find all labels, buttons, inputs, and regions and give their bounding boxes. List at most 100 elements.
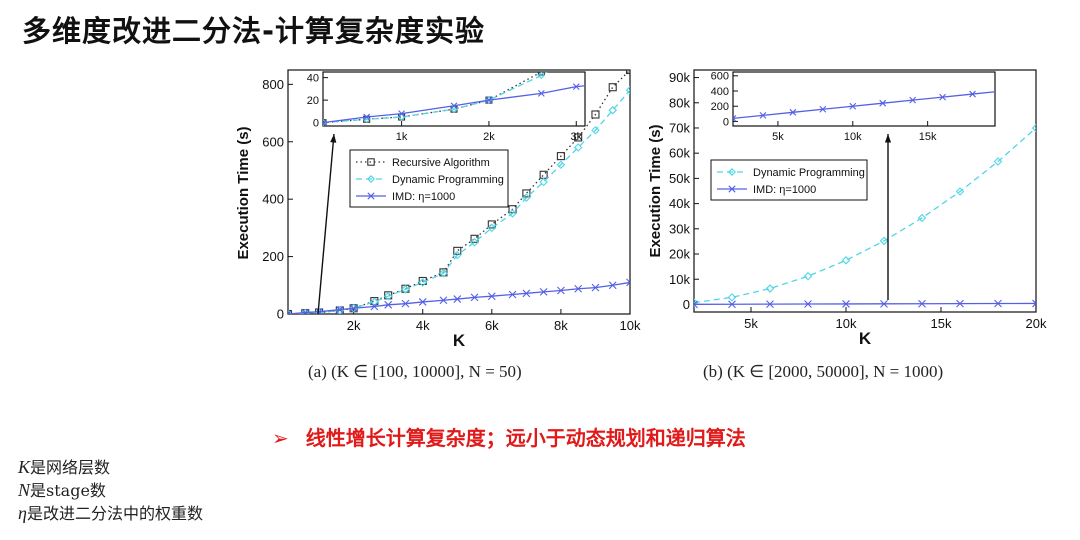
zoom-arrow-head [330,134,337,143]
data-point [349,303,358,313]
zoom-arrow [317,133,335,315]
data-point [522,193,531,203]
data-point [418,298,427,306]
data-point [301,308,310,314]
caption-a: (a) (K ∈ [100, 10000], N = 50) [308,362,522,381]
data-point [694,300,698,309]
y-tick-label: 400 [711,86,729,98]
data-point [557,286,565,295]
x-tick-label: 2k [483,131,495,143]
data-point [485,96,493,104]
data-point [880,299,888,308]
x-axis-label: K [859,329,872,348]
y-tick-label: 0 [683,297,690,312]
data-point [759,111,767,119]
y-tick-label: 40 [307,72,319,84]
data-point [439,268,448,277]
data-point [879,236,889,246]
data-point [288,310,292,314]
data-point [288,309,293,314]
data-point [470,237,479,247]
data-point [956,299,964,308]
data-point [453,295,462,303]
data-point [969,90,976,98]
data-point [315,307,323,314]
y-tick-label: 90k [669,70,690,85]
y-tick-label: 40k [669,196,690,211]
inset-frame [732,71,996,127]
data-point [608,281,617,290]
y-tick-label: 600 [711,71,729,83]
series-line [733,91,995,120]
data-point [626,278,630,287]
y-tick-label: 200 [262,249,284,264]
data-point [384,300,393,309]
data-point [470,293,479,302]
y-tick-label: 10k [669,272,690,287]
y-tick-label: 200 [711,101,729,113]
data-point [539,177,548,187]
x-tick-label: 1k [396,131,408,143]
legend-label: Recursive Algorithm [392,157,490,169]
data-point [485,96,493,104]
data-point [439,268,448,278]
x-tick-label: 4k [416,318,430,333]
zoom-arrow-head [884,134,892,143]
y-tick-label: 60k [669,146,690,161]
y-tick-label: 400 [262,192,284,207]
data-point [323,118,327,126]
data-point [349,304,358,313]
slide-title: 多维度改进二分法-计算复杂度实验 [22,14,486,48]
data-point [1032,299,1036,308]
legend-box [710,159,868,201]
series-line [694,302,1036,305]
x-tick-label: 6k [485,318,499,333]
x-tick-label: 10k [844,131,862,143]
data-point [608,105,618,115]
data-point [452,250,462,260]
y-tick-label: 600 [262,134,284,149]
x-tick-label: 15k [931,316,952,331]
data-point [572,83,580,91]
data-point [539,288,548,296]
data-point [608,83,617,92]
x-axis-label: K [453,331,466,350]
data-point [765,284,775,293]
note-row: η是改进二分法中的权重数 [18,503,203,523]
x-tick-label: 5k [772,131,784,143]
data-point [1031,123,1036,133]
data-point [789,108,797,116]
variable-notes: K是网络层数 N是stage数 η是改进二分法中的权重数 [18,456,203,525]
data-point [522,289,531,298]
data-point [487,220,496,229]
y-tick-label: 50k [669,171,690,186]
x-tick-label: 15k [919,131,937,143]
data-point [370,302,379,311]
data-point [367,192,375,200]
conclusion: ➢ 线性增长计算复杂度；远小于动态规划和递归算法 [272,422,746,451]
conclusion-text: 线性增长计算复杂度；远小于动态规划和递归算法 [305,426,746,450]
data-point [574,133,583,142]
y-tick-label: 20 [307,95,319,107]
series-line [323,72,543,124]
data-point [370,297,379,307]
data-point [384,291,393,300]
note-row: K是网络层数 [18,457,111,477]
data-point [487,223,497,233]
data-point [450,102,458,110]
data-point [733,115,737,122]
data-point [573,143,583,152]
data-point [367,158,375,166]
series-line [288,89,630,314]
data-point [487,292,496,301]
data-point [841,256,851,265]
x-tick-label: 2k [347,318,361,333]
y-tick-label: 0 [313,117,319,129]
data-point [842,300,850,308]
x-tick-label: 3k [570,131,582,143]
data-point [363,113,371,121]
y-tick-label: 30k [669,221,690,236]
data-point [398,110,405,118]
